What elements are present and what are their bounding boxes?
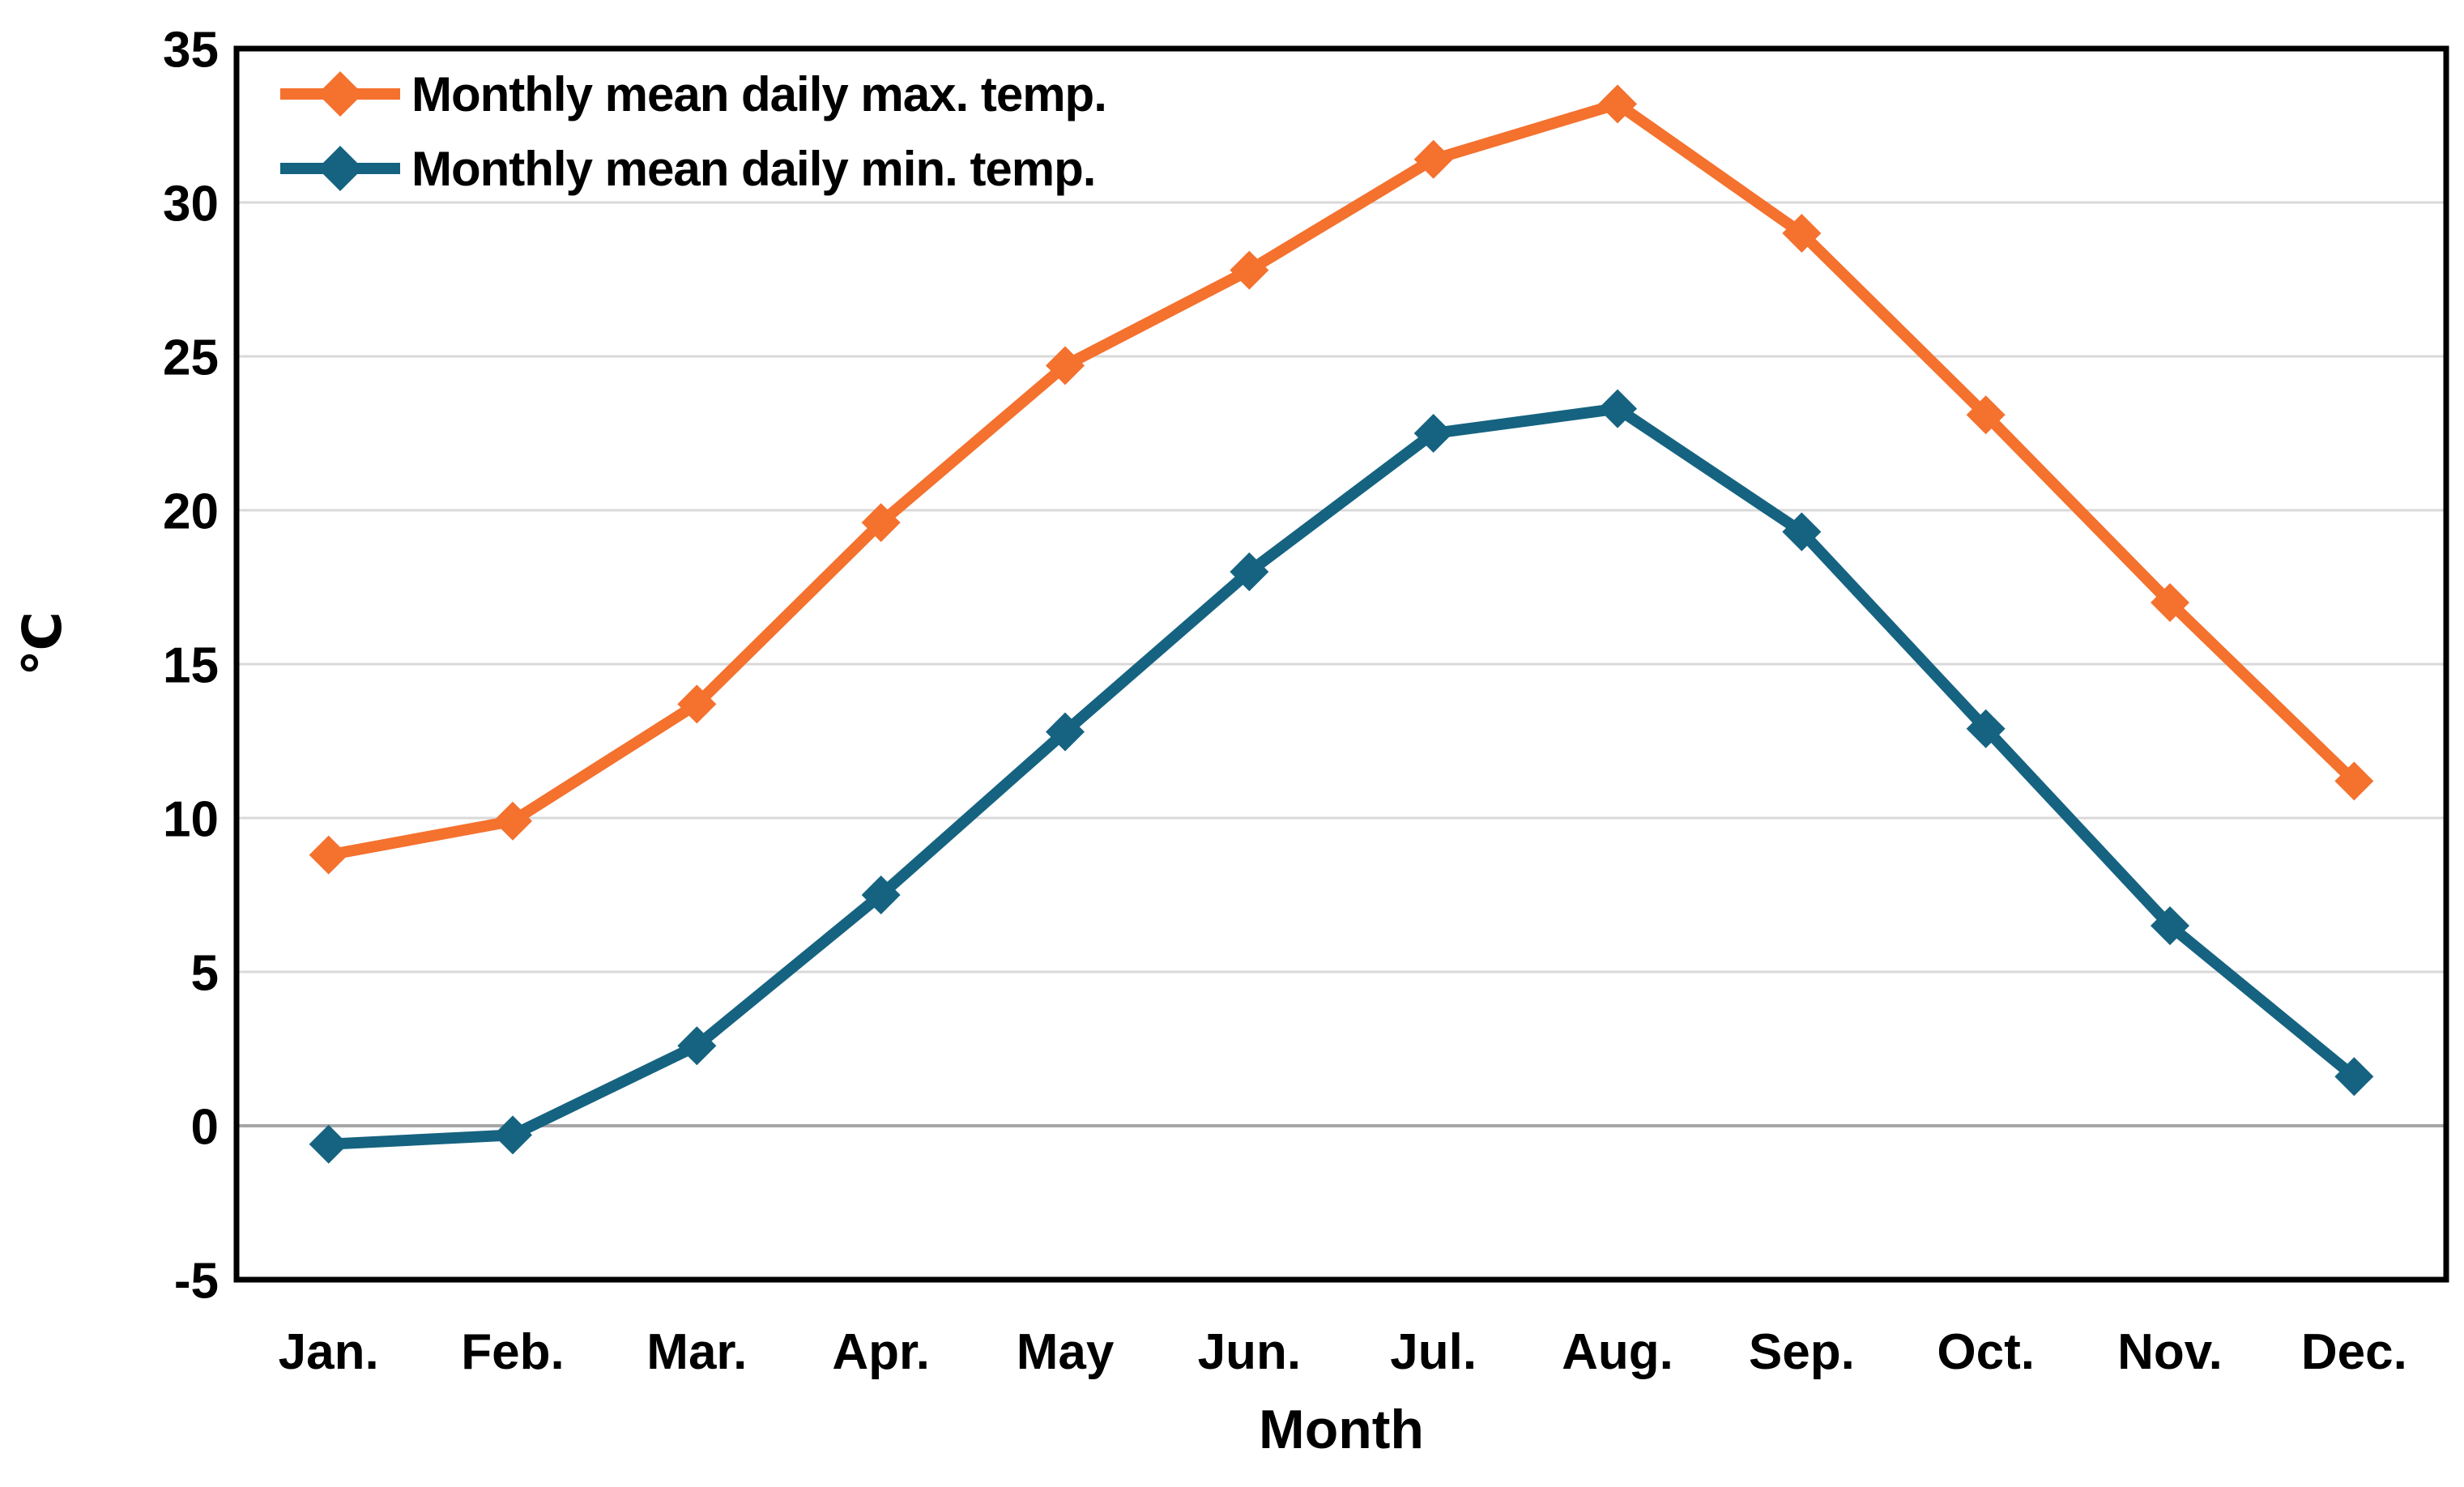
min-temp-data-point-Nov xyxy=(2151,906,2189,945)
legend-item-min-temp: Monthly mean daily min. temp. xyxy=(275,131,1106,206)
x-tick-label-Jun: Jun. xyxy=(1198,1324,1301,1380)
y-tick-label-10: 10 xyxy=(163,791,219,847)
x-tick-label-Jul: Jul. xyxy=(1390,1324,1477,1380)
plot-border xyxy=(233,45,2449,1283)
min-temp-data-point-May xyxy=(1046,712,1085,752)
min-temp-data-point-Feb xyxy=(493,1115,532,1155)
legend-item-max-temp: Monthly mean daily max. temp. xyxy=(275,57,1107,131)
y-tick-label-20: 20 xyxy=(163,484,219,539)
x-tick-label-Nov: Nov. xyxy=(2117,1324,2223,1380)
y-tick-label-15: 15 xyxy=(163,637,219,693)
max-temp-data-point-Dec xyxy=(2334,761,2374,801)
max-temp-data-point-Jun xyxy=(1230,250,1269,290)
max-temp-data-point-Sep xyxy=(1782,214,1822,253)
x-tick-label-Feb: Feb. xyxy=(461,1324,564,1380)
x-tick-label-Oct: Oct. xyxy=(1937,1324,2035,1380)
y-tick-label-35: 35 xyxy=(163,22,219,78)
y-tick-label-0: 0 xyxy=(191,1099,219,1155)
y-tick-label-30: 30 xyxy=(163,176,219,232)
min-temp-data-point-Oct xyxy=(1966,709,2006,748)
max-temp-data-point-Jan xyxy=(309,835,348,875)
max-temp-legend-marker xyxy=(280,71,400,117)
min-temp-data-point-Sep xyxy=(1782,512,1822,552)
x-tick-label-Apr: Apr. xyxy=(832,1324,930,1380)
x-tick-label-Mar: Mar. xyxy=(646,1324,747,1380)
min-temp-data-point-Aug xyxy=(1598,389,1637,428)
min-temp-data-point-Mar xyxy=(677,1026,717,1066)
y-tick-label--5: -5 xyxy=(174,1253,219,1309)
min-temp-data-point-Dec xyxy=(2334,1057,2374,1097)
max-temp-data-point-Mar xyxy=(677,684,717,724)
x-tick-label-Dec: Dec. xyxy=(2301,1324,2407,1380)
max-temp-data-point-Jul xyxy=(1413,139,1453,179)
legend: Monthly mean daily max. temp. Monthly me… xyxy=(275,57,1107,206)
max-temp-series-line xyxy=(322,98,2360,861)
x-tick-label-Aug: Aug. xyxy=(1562,1324,1673,1380)
max-temp-data-point-Apr xyxy=(861,503,901,543)
min-temp-series-line xyxy=(322,403,2360,1150)
x-tick-label-May: May xyxy=(1017,1324,1115,1380)
x-axis-title: Month xyxy=(1259,1399,1424,1460)
y-tick-label-25: 25 xyxy=(163,330,219,386)
max-temp-data-point-May xyxy=(1046,346,1085,386)
min-temp-legend-marker xyxy=(280,146,400,191)
legend-label-max-temp: Monthly mean daily max. temp. xyxy=(411,66,1107,121)
legend-label-min-temp: Monthly mean daily min. temp. xyxy=(411,141,1096,196)
x-tick-label-Sep: Sep. xyxy=(1749,1324,1855,1380)
max-temp-data-point-Oct xyxy=(1966,395,2006,435)
min-temp-data-point-Apr xyxy=(861,876,901,914)
min-temp-data-point-Jan xyxy=(309,1124,348,1164)
min-temp-data-point-Jun xyxy=(1230,552,1269,591)
max-temp-data-point-Feb xyxy=(493,801,532,841)
y-axis-title: ℃ xyxy=(11,611,72,676)
x-tick-label-Jan: Jan. xyxy=(279,1324,379,1380)
max-temp-data-point-Aug xyxy=(1598,84,1637,124)
max-temp-data-point-Nov xyxy=(2151,583,2189,622)
min-temp-data-point-Jul xyxy=(1413,414,1453,453)
y-tick-label-5: 5 xyxy=(191,945,219,1001)
